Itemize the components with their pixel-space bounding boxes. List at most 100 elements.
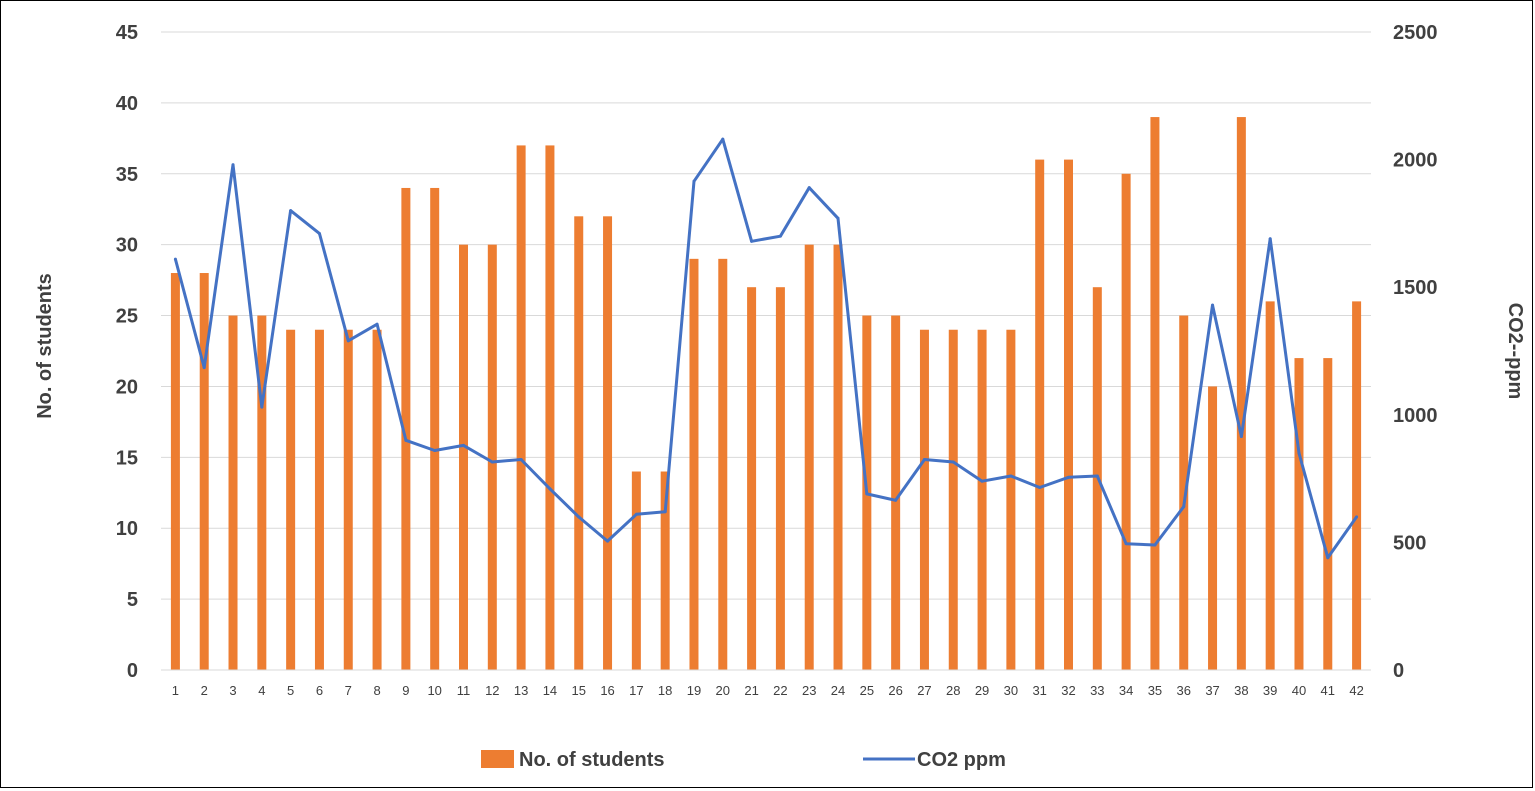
co2-point <box>692 179 696 183</box>
co2-point <box>548 487 552 491</box>
co2-point <box>606 539 610 543</box>
co2-point <box>1067 475 1070 479</box>
x-tick-label: 36 <box>1177 683 1191 698</box>
x-tick-label: 9 <box>402 683 409 698</box>
bar <box>1208 386 1218 670</box>
co2-point <box>663 510 667 514</box>
x-tick-label: 21 <box>744 683 758 698</box>
x-tick-label: 27 <box>917 683 931 698</box>
x-tick-label: 1 <box>172 683 179 698</box>
x-tick-label: 32 <box>1061 683 1075 698</box>
x-tick-label: 33 <box>1090 683 1104 698</box>
co2-point <box>462 443 465 447</box>
bar <box>430 187 440 670</box>
bar <box>574 216 584 671</box>
co2-point <box>1038 486 1042 490</box>
bar <box>257 315 267 670</box>
bar <box>747 287 757 670</box>
bar <box>833 244 843 670</box>
co2-point <box>1355 515 1359 519</box>
x-tick-label: 20 <box>716 683 730 698</box>
x-tick-label: 29 <box>975 683 989 698</box>
left-tick-label: 0 <box>127 660 138 682</box>
co2-point <box>260 405 264 409</box>
bar <box>372 329 382 670</box>
bar <box>603 216 613 671</box>
x-tick-label: 4 <box>258 683 265 698</box>
co2-point <box>894 498 898 502</box>
right-tick-label: 500 <box>1393 532 1426 554</box>
x-tick-label: 23 <box>802 683 816 698</box>
bar <box>1265 301 1275 670</box>
bar <box>516 145 526 670</box>
co2-point <box>951 460 955 464</box>
x-tick-label: 10 <box>427 683 441 698</box>
legend-label-students: No. of students <box>519 749 665 771</box>
co2-point <box>289 209 293 213</box>
bar <box>948 329 958 670</box>
co2-point <box>490 460 494 464</box>
bar <box>1006 329 1016 670</box>
co2-point <box>836 216 840 220</box>
bar-series-students <box>170 117 1362 671</box>
x-tick-label: 35 <box>1148 683 1162 698</box>
co2-point <box>1095 474 1099 478</box>
co2-point <box>778 234 782 238</box>
bar <box>891 315 901 670</box>
co2-point <box>1182 505 1186 509</box>
right-axis-title: CO2--ppm <box>1504 303 1526 400</box>
co2-point <box>433 449 437 453</box>
co2-point <box>1297 451 1301 455</box>
bar <box>631 471 641 670</box>
left-tick-label: 45 <box>116 22 138 44</box>
bar <box>1323 358 1333 670</box>
legend: No. of students CO2 ppm <box>481 749 1006 771</box>
bar <box>689 258 699 670</box>
x-tick-label: 25 <box>860 683 874 698</box>
line-series-co2 <box>173 137 1359 560</box>
co2-point <box>1124 542 1128 546</box>
left-tick-label: 5 <box>127 589 138 611</box>
right-axis-ticks: 0 500 1000 1500 2000 2500 <box>1393 22 1438 682</box>
x-tick-label: 39 <box>1263 683 1277 698</box>
co2-point <box>634 512 638 516</box>
co2-point <box>317 232 321 236</box>
left-tick-label: 15 <box>116 447 138 469</box>
right-tick-label: 2500 <box>1393 22 1438 44</box>
bar <box>1035 159 1045 670</box>
x-tick-label: 37 <box>1205 683 1219 698</box>
gridlines <box>161 31 1371 600</box>
right-tick-label: 1500 <box>1393 277 1438 299</box>
x-tick-label: 28 <box>946 683 960 698</box>
co2-point <box>346 339 350 343</box>
bar <box>919 329 929 670</box>
x-tick-label: 11 <box>457 683 471 698</box>
x-tick-label: 22 <box>773 683 787 698</box>
co2-point <box>1268 237 1272 241</box>
left-axis-title: No. of students <box>34 273 56 419</box>
x-tick-label: 14 <box>543 683 557 698</box>
co2-line <box>173 137 1358 560</box>
bar <box>401 187 411 670</box>
co2-point <box>1009 474 1013 478</box>
x-tick-label: 15 <box>572 683 586 698</box>
left-tick-label: 30 <box>116 235 138 257</box>
bar <box>660 471 670 670</box>
co2-point <box>1239 434 1243 438</box>
left-tick-label: 40 <box>116 93 138 115</box>
x-tick-label: 31 <box>1032 683 1046 698</box>
co2-point <box>980 479 984 483</box>
x-tick-label: 3 <box>229 683 236 698</box>
bar <box>228 315 238 670</box>
bar <box>286 329 296 670</box>
bar <box>545 145 555 670</box>
co2-point <box>750 239 754 243</box>
x-tick-label: 26 <box>888 683 902 698</box>
bar <box>487 244 497 670</box>
co2-point <box>865 492 869 496</box>
x-tick-label: 5 <box>287 683 294 698</box>
x-tick-label: 6 <box>316 683 323 698</box>
co2-point <box>721 137 725 141</box>
left-tick-label: 20 <box>116 376 138 398</box>
